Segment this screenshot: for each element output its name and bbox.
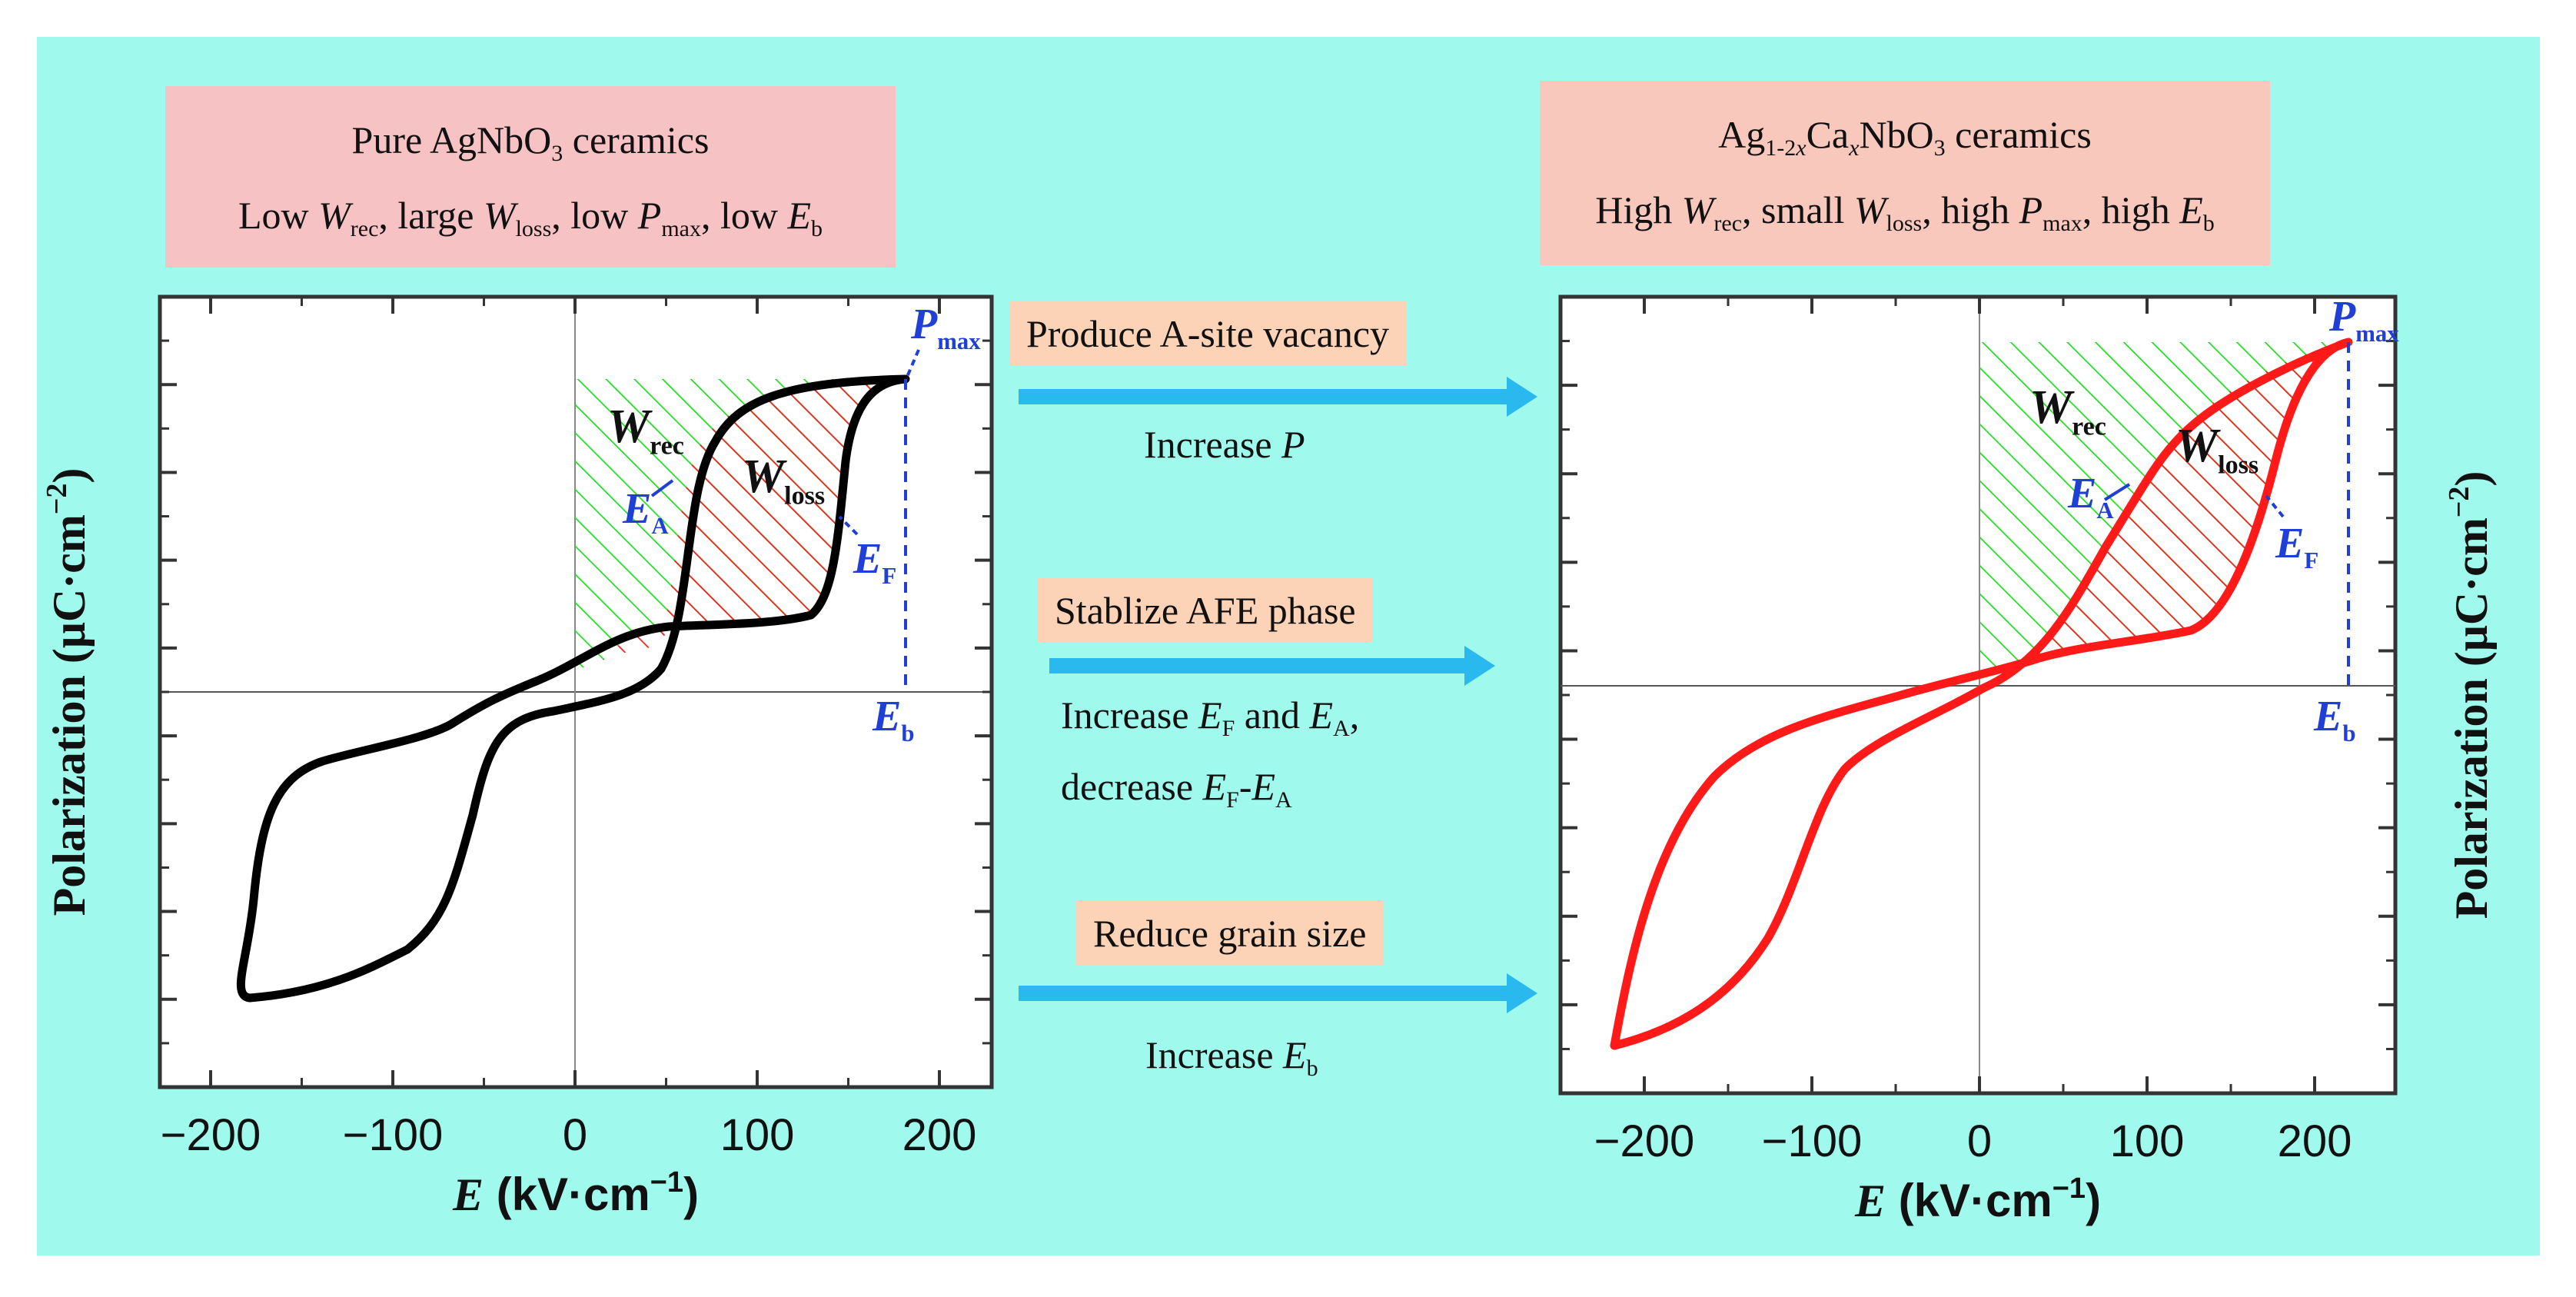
right-title-line1: Ag1-2xCaxNbO3 ceramics — [1718, 113, 2092, 161]
left-xtick-label: 200 — [902, 1110, 977, 1160]
left-ef-pointer — [838, 515, 859, 536]
right-hysteresis-loop — [1610, 338, 2353, 1050]
arrow-step2 — [1049, 646, 1495, 686]
right-ea-pointer — [2103, 483, 2131, 501]
left-hysteresis-loop — [236, 374, 910, 1003]
left-xtick-label: 100 — [720, 1110, 795, 1160]
left-ea-label: EA — [622, 485, 669, 539]
right-w-rec-label: Wrec — [2029, 381, 2106, 441]
arrow-step3 — [1019, 973, 1537, 1013]
left-ea-pointer — [650, 479, 674, 497]
right-ef-label: EF — [2275, 520, 2318, 574]
left-title-box: Pure AgNbO3 ceramics Low Wrec, large Wlo… — [165, 86, 896, 268]
right-w-loss-label: Wloss — [2175, 420, 2259, 480]
step2-effect-line1: Increase EF and EA, — [1061, 693, 1360, 741]
step1-effect: Increase P — [1144, 423, 1305, 466]
left-w-loss-area-tail — [601, 627, 669, 661]
right-pmax-label: Pmax — [2328, 293, 2399, 347]
left-xtick-label: −200 — [161, 1110, 261, 1160]
right-ef-pointer — [2265, 494, 2285, 518]
left-title-line2: Low Wrec, large Wloss, low Pmax, low Eb — [238, 194, 823, 241]
right-eb-label: Eb — [2313, 693, 2356, 747]
left-xtick-label: −100 — [343, 1110, 444, 1160]
left-pmax-pointer — [906, 349, 920, 377]
right-xtick-label: −100 — [1762, 1116, 1863, 1166]
step2-label: Stablize AFE phase — [1038, 578, 1373, 643]
right-xtick-label: 100 — [2110, 1116, 2185, 1166]
step2-effect-line2: decrease EF-EA — [1061, 765, 1292, 813]
right-xaxis-label: E (kV·cm−1) — [1854, 1172, 2101, 1226]
right-xtick-label: 200 — [2278, 1116, 2352, 1166]
left-pmax-label: Pmax — [910, 301, 981, 354]
right-yaxis-label: Polarization (μC·cm−2) — [2443, 471, 2497, 920]
right-ea-label: EA — [2067, 470, 2114, 524]
right-title-box: Ag1-2xCaxNbO3 ceramics High Wrec, small … — [1540, 81, 2270, 265]
left-ef-label: EF — [853, 535, 896, 589]
left-w-rec-label: Wrec — [607, 401, 684, 461]
left-xaxis-label: E (kV·cm−1) — [452, 1166, 699, 1220]
step3-effect: Increase Eb — [1145, 1033, 1318, 1081]
left-eb-label: Eb — [872, 693, 915, 747]
right-xtick-label: −200 — [1594, 1116, 1695, 1166]
step3-label: Reduce grain size — [1076, 901, 1384, 966]
right-title-line2: High Wrec, small Wloss, high Pmax, high … — [1595, 188, 2215, 236]
right-xtick-label: 0 — [1967, 1116, 1992, 1166]
arrow-step1 — [1019, 377, 1537, 417]
left-w-loss-label: Wloss — [742, 451, 825, 510]
left-yaxis-label: Polarization (μC·cm−2) — [41, 468, 95, 916]
left-title-line1: Pure AgNbO3 ceramics — [351, 118, 710, 166]
right-w-loss-area — [1991, 342, 2348, 675]
step1-label: Produce A-site vacancy — [1009, 301, 1407, 366]
left-xtick-label: 0 — [563, 1110, 587, 1160]
